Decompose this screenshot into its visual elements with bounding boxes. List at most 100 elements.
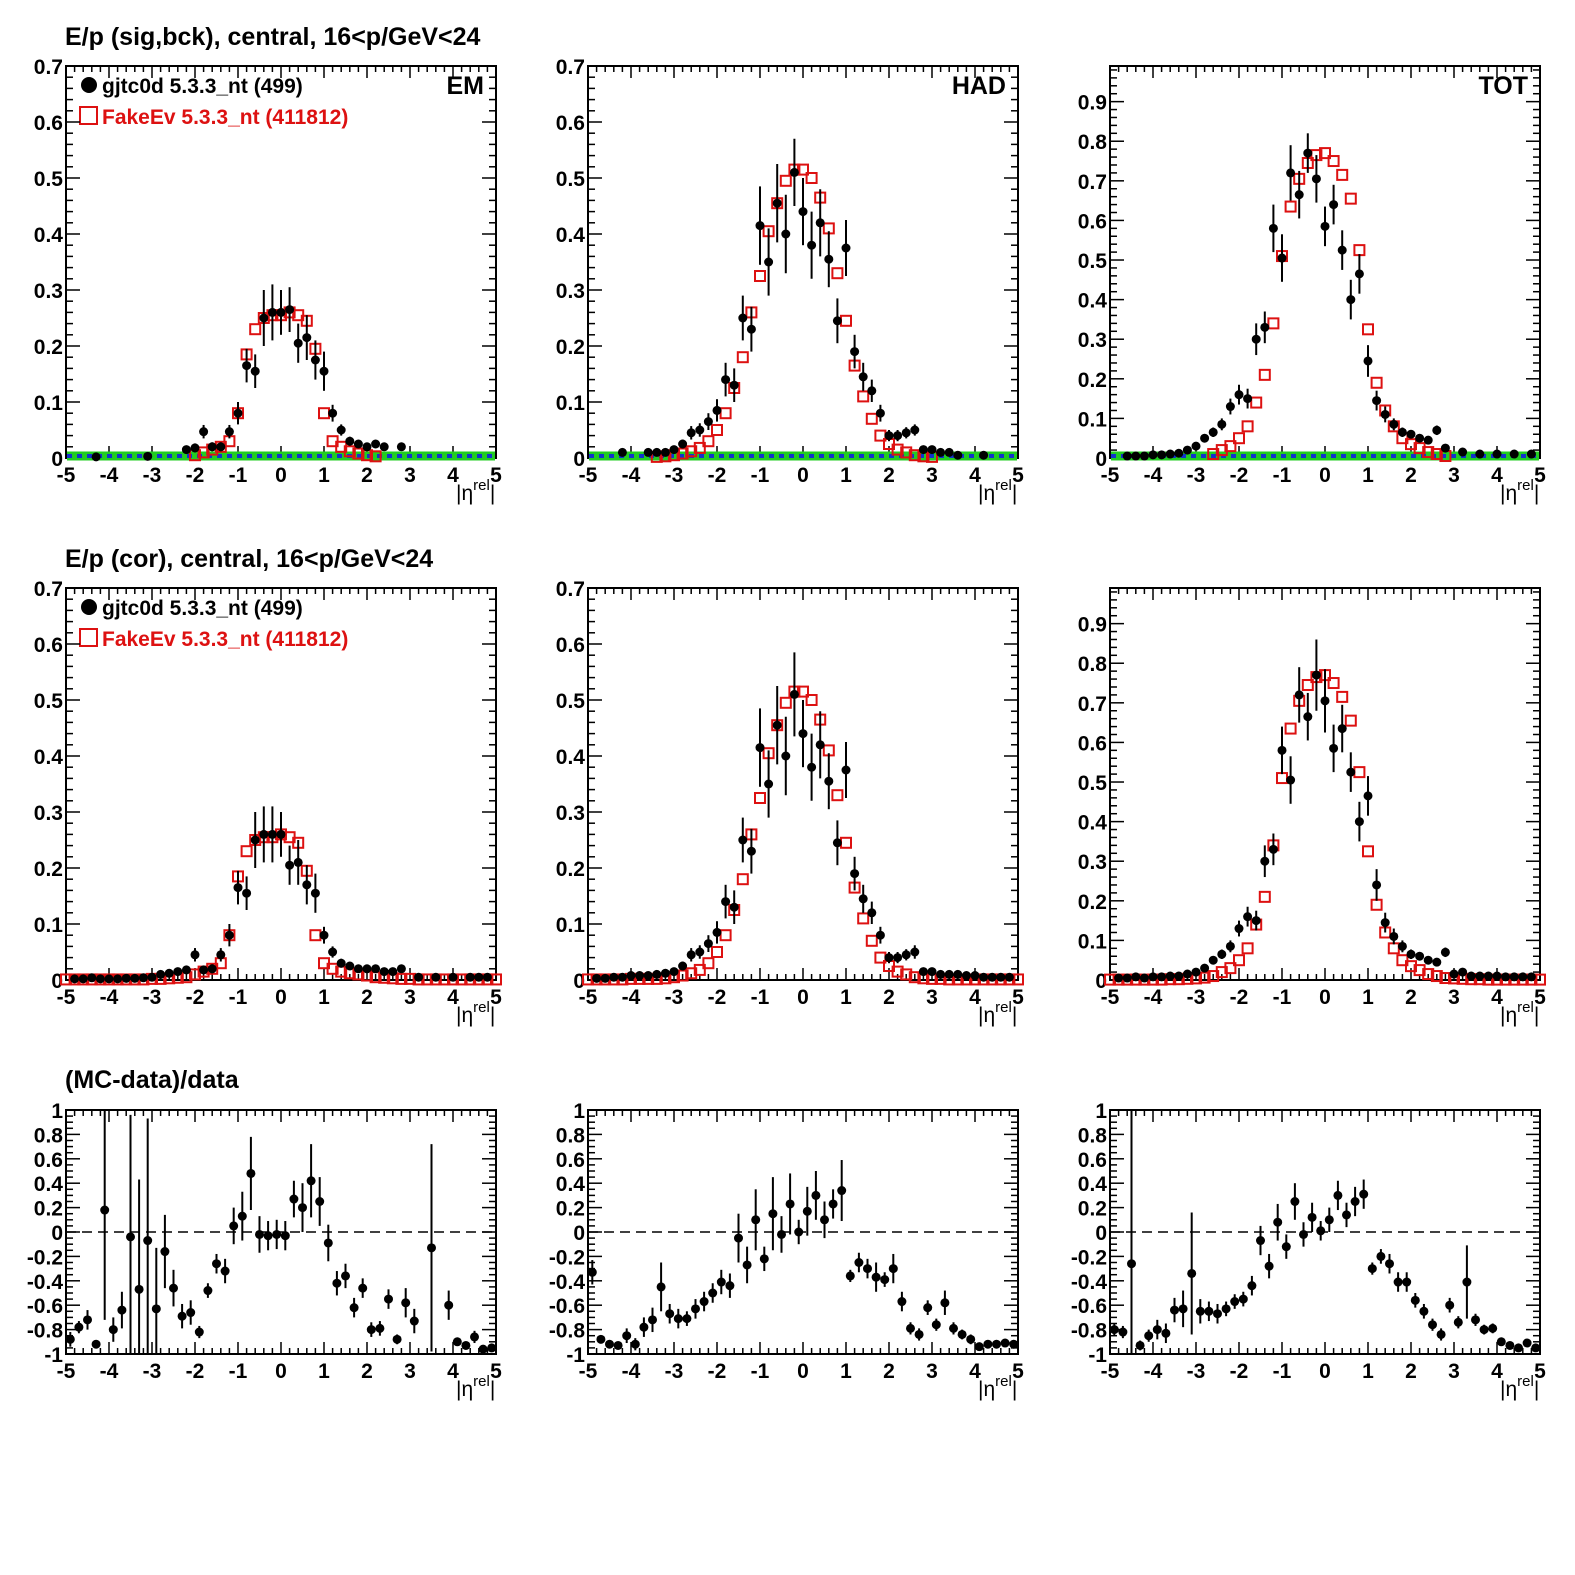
data-point (452, 1337, 462, 1347)
x-tick-label: 1 (840, 986, 852, 1009)
data-point (1410, 1295, 1420, 1305)
data-point (764, 257, 774, 267)
data-point (207, 964, 217, 974)
data-point (336, 425, 346, 435)
data-point (1234, 390, 1244, 400)
y-tick-label: 0.9 (1078, 614, 1107, 637)
panel-r1-c1: -5 -4 -3 -2 -1 0 1 2 3 4 5 0 0.1 0.2 0.3 0.4 0.5 0.6 0.7 |η… (556, 578, 1024, 1027)
data-point (1483, 971, 1493, 981)
data-point (1380, 409, 1390, 419)
data-point (630, 1339, 640, 1349)
mc-point (779, 174, 792, 187)
data-point (953, 969, 963, 979)
y-tick-label: 0.7 (34, 578, 63, 601)
data-point (1264, 1261, 1274, 1271)
data-point (682, 1314, 692, 1324)
mc-point (1413, 964, 1426, 977)
mc-point (1207, 448, 1220, 461)
data-point (824, 254, 834, 264)
series-data (70, 806, 492, 984)
data-point (609, 972, 619, 982)
data-point (233, 408, 243, 418)
panel-frame (587, 65, 1019, 459)
x-tick-label: 0 (275, 1360, 287, 1383)
mc-point (1353, 244, 1366, 257)
mc-point (326, 962, 339, 975)
data-point (798, 729, 808, 739)
data-point (388, 967, 398, 977)
data-point (665, 1309, 675, 1319)
mc-point (1215, 444, 1228, 457)
x-tick-label: -2 (186, 1360, 205, 1383)
data-point (1453, 1317, 1463, 1327)
data-point (686, 950, 696, 960)
data-point (691, 1304, 700, 1314)
y-tick-label: 0.9 (1078, 92, 1107, 115)
y-tick-label: -1 (44, 1344, 63, 1367)
mc-point (840, 314, 852, 327)
mc-point (318, 407, 330, 420)
data-point (310, 888, 320, 898)
x-tick-label: -1 (1273, 1360, 1292, 1383)
x-tick-label: -3 (143, 986, 162, 1009)
data-point (130, 973, 140, 983)
data-point (126, 1232, 135, 1242)
data-point (854, 1258, 864, 1267)
data-point (992, 1339, 1001, 1349)
data-point (1118, 1327, 1128, 1337)
mc-point (1233, 954, 1245, 967)
y-tick-label: 0.1 (34, 914, 64, 937)
data-point (1307, 1212, 1317, 1222)
data-point (789, 167, 799, 177)
data-point (298, 1203, 307, 1213)
data-point (695, 947, 705, 957)
y-tick-label: 0.8 (556, 1124, 586, 1147)
data-point (940, 1298, 950, 1308)
series-mc (650, 163, 938, 463)
data-point (755, 743, 765, 753)
mc-point (197, 446, 210, 459)
y-tick-label: 1 (1095, 1100, 1107, 1123)
data-point (371, 964, 381, 974)
y-tick-label: -0.8 (27, 1320, 64, 1343)
data-point (759, 1254, 769, 1264)
data-point (1445, 1300, 1455, 1310)
data-point (1514, 1343, 1523, 1353)
mc-point (1362, 845, 1374, 858)
y-tick-label: 0.6 (556, 634, 585, 657)
x-tick-label: 0 (1319, 1360, 1331, 1383)
data-point (1492, 971, 1502, 981)
y-tick-label: 0.2 (34, 1198, 63, 1221)
x-tick-label: -4 (622, 986, 641, 1009)
data-point (1178, 1304, 1188, 1314)
data-point (345, 961, 355, 971)
data-point (1290, 1197, 1300, 1206)
data-point (276, 829, 286, 839)
data-point (669, 445, 679, 455)
legend-mc-marker (79, 106, 98, 125)
data-point (781, 751, 791, 761)
y-tick-label: -1 (566, 1344, 585, 1367)
data-point (83, 1315, 92, 1325)
data-point (212, 1259, 221, 1269)
x-tick-label: 0 (275, 464, 287, 487)
data-point (789, 689, 799, 699)
panel-tag: TOT (1478, 72, 1528, 100)
data-point (229, 1221, 239, 1231)
data-point (1251, 916, 1261, 926)
data-point (1376, 1251, 1386, 1261)
data-point (95, 974, 105, 984)
data-point (1475, 449, 1485, 459)
data-point (901, 428, 911, 438)
x-tick-label: 5 (1534, 1360, 1546, 1383)
row-title-bottom: (MC-data)/data (65, 1066, 240, 1094)
data-point (1380, 918, 1390, 928)
data-point (1320, 696, 1330, 706)
data-point (807, 240, 817, 250)
data-point (652, 969, 662, 979)
x-tick-label: 2 (883, 1360, 895, 1383)
x-tick-label: 2 (361, 1360, 373, 1383)
data-point (87, 973, 97, 983)
series-data (1109, 1110, 1541, 1354)
x-tick-label: -1 (1273, 986, 1292, 1009)
